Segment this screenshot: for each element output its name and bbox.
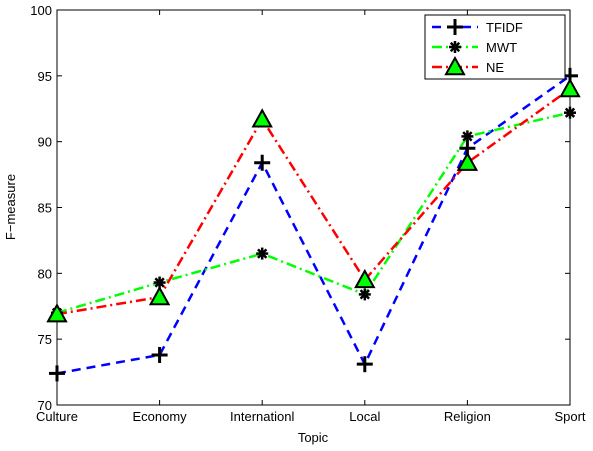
data-point-ne xyxy=(559,77,581,98)
data-point-mwt xyxy=(461,130,474,143)
y-tick-label: 95 xyxy=(38,69,52,84)
data-point-tfidf xyxy=(49,365,65,382)
y-tick-label: 70 xyxy=(38,398,52,413)
data-point-ne xyxy=(148,285,171,306)
data-point-ne xyxy=(354,268,376,289)
legend-entry: TFIDF xyxy=(486,20,523,35)
y-axis: 70 75 80 85 90 95 100 xyxy=(30,3,570,413)
legend: TFIDF MWT NE xyxy=(424,14,566,80)
x-tick-label: Economy xyxy=(132,409,187,424)
x-axis-label: Topic xyxy=(298,430,329,445)
y-tick-label: 80 xyxy=(38,266,52,281)
data-point-mwt xyxy=(564,106,576,119)
data-point-ne xyxy=(456,151,479,171)
data-point-mwt xyxy=(358,288,371,301)
y-tick-label: 85 xyxy=(38,201,52,216)
y-tick-label: 90 xyxy=(38,135,52,150)
data-point-tfidf xyxy=(254,154,271,171)
series-line-tfidf xyxy=(56,74,571,375)
x-tick-label: Sport xyxy=(554,409,585,424)
series-layer xyxy=(46,67,581,382)
x-tick-label: Local xyxy=(349,409,380,424)
y-axis-label: F−measure xyxy=(3,174,18,240)
x-tick-label: Internationl xyxy=(230,409,294,424)
series-line-ne xyxy=(56,87,571,316)
legend-entry: NE xyxy=(486,60,504,75)
legend-marker xyxy=(447,19,463,35)
x-axis: Culture Economy Internationl Local Religion S… xyxy=(36,10,586,424)
data-point-ne xyxy=(46,303,68,323)
data-point-tfidf xyxy=(151,346,168,363)
legend-marker xyxy=(449,41,461,53)
x-tick-label: Culture xyxy=(36,409,78,424)
x-tick-label: Religion xyxy=(444,409,491,424)
data-point-mwt xyxy=(256,247,269,260)
legend-entry: MWT xyxy=(486,40,517,55)
y-tick-label: 100 xyxy=(30,3,52,18)
data-point-tfidf xyxy=(356,356,373,373)
legend-marker xyxy=(444,55,466,76)
data-point-ne xyxy=(251,108,273,128)
series-line-mwt xyxy=(56,111,571,315)
y-tick-label: 75 xyxy=(38,332,52,347)
